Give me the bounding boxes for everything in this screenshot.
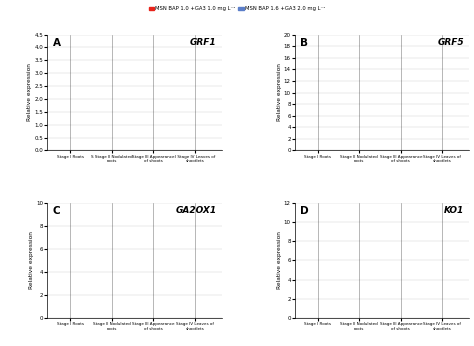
Y-axis label: Relative expression: Relative expression: [27, 64, 32, 121]
Text: D: D: [300, 206, 309, 216]
Text: B: B: [300, 38, 308, 48]
Y-axis label: Relative expression: Relative expression: [29, 231, 34, 289]
Text: A: A: [53, 38, 61, 48]
Y-axis label: Relative expression: Relative expression: [277, 64, 282, 121]
Y-axis label: Relative expression: Relative expression: [277, 231, 282, 289]
Text: KO1: KO1: [444, 206, 464, 215]
Text: GRF1: GRF1: [190, 38, 217, 47]
Text: GA2OX1: GA2OX1: [175, 206, 217, 215]
Text: GRF5: GRF5: [438, 38, 464, 47]
Text: C: C: [53, 206, 60, 216]
Legend: MSN BAP 1.0 +GA3 1.0 mg L⁻¹, MSN BAP 1.6 +GA3 2.0 mg L⁻¹: MSN BAP 1.0 +GA3 1.0 mg L⁻¹, MSN BAP 1.6…: [146, 4, 328, 13]
